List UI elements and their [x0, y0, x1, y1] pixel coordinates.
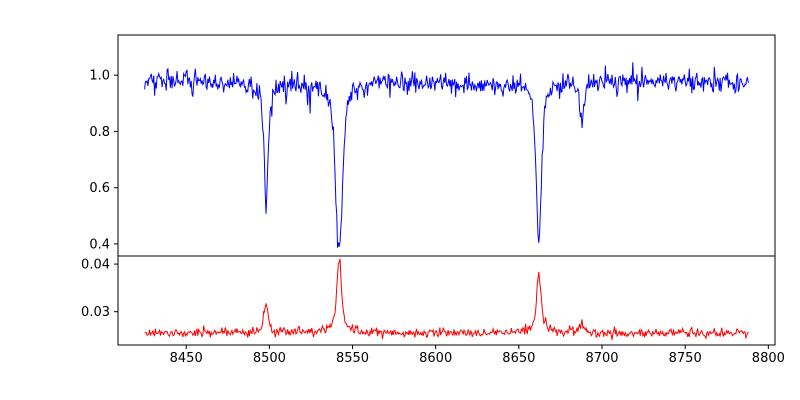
y-tick-label: 0.6 [89, 181, 110, 196]
x-tick-label: 8500 [253, 351, 286, 366]
x-tick-label: 8650 [502, 351, 535, 366]
y-tick-label: 1.0 [89, 69, 110, 84]
x-tick-label: 8800 [752, 351, 785, 366]
y-tick-label: 0.8 [89, 125, 110, 140]
y-tick-label: 0.03 [81, 305, 110, 320]
x-tick-label: 8700 [585, 351, 618, 366]
spectrum-series-line [144, 62, 749, 248]
error-series-line [144, 258, 749, 340]
x-tick-label: 8550 [336, 351, 369, 366]
x-tick-label: 8450 [170, 351, 203, 366]
axes-frame-bottom [117, 255, 776, 346]
y-tick-label: 0.04 [81, 258, 110, 273]
x-tick-label: 8750 [669, 351, 702, 366]
x-tick-label: 8600 [419, 351, 452, 366]
y-tick-label: 0.4 [89, 237, 110, 252]
